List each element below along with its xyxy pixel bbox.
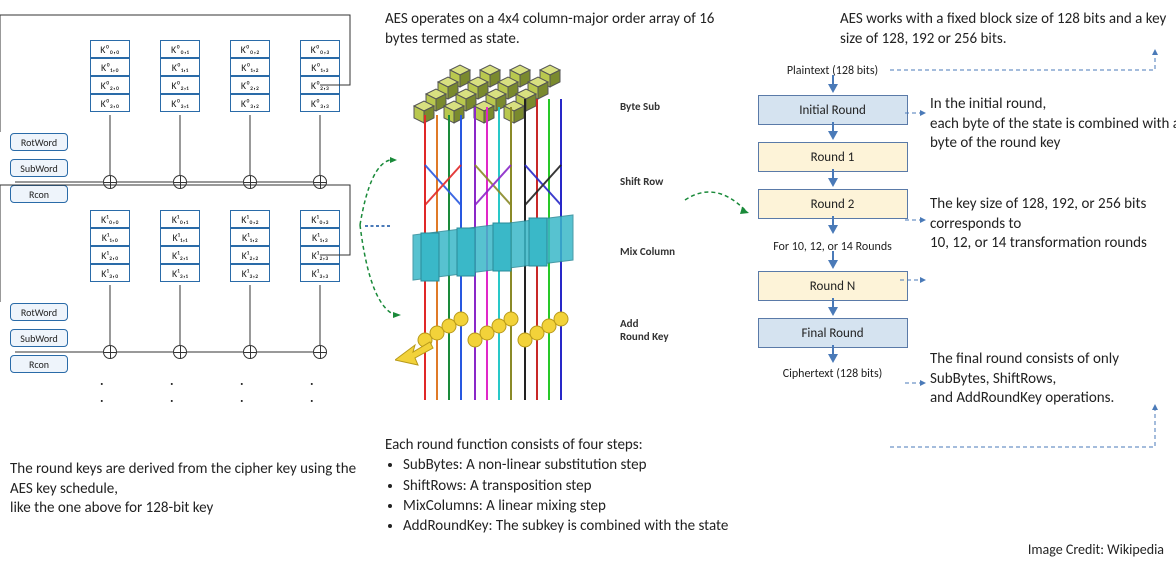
key-schedule-caption: The round keys are derived from the ciph…	[10, 460, 370, 519]
annot-final: The final round consists of only SubByte…	[930, 350, 1176, 409]
step-addroundkey: Add Round Key	[620, 317, 670, 343]
subword-box: SubWord	[10, 159, 68, 177]
step-item-4: AddRoundKey: The subkey is combined with…	[403, 516, 805, 536]
ks-side-ops-upper: RotWord SubWord Rcon	[10, 133, 68, 211]
rotword-box: RotWord	[10, 133, 68, 151]
center-top-text: AES operates on a 4x4 column-major order…	[385, 10, 745, 49]
step-bytesub: Byte Sub	[620, 100, 660, 113]
step-shiftrow: Shift Row	[620, 175, 663, 188]
ks-side-ops-lower: RotWord SubWord Rcon	[10, 303, 68, 381]
step-item-2: ShiftRows: A transposition step	[403, 476, 805, 496]
annot-keysize: The key size of 128, 192, or 256 bits co…	[930, 195, 1176, 254]
step-item-3: MixColumns: A linear mixing step	[403, 496, 805, 516]
rcon-box: Rcon	[10, 185, 68, 203]
image-credit: Image Credit: Wikipedia	[1028, 541, 1164, 558]
state-diagram: Byte Sub Shift Row Mix Column Add Round …	[395, 55, 705, 410]
step-mixcol: Mix Column	[620, 245, 675, 258]
annot-initial: In the initial round, each byte of the s…	[930, 95, 1176, 154]
dash-arrow-left	[355, 155, 395, 325]
right-top-text: AES works with a fixed block size of 128…	[840, 10, 1170, 49]
